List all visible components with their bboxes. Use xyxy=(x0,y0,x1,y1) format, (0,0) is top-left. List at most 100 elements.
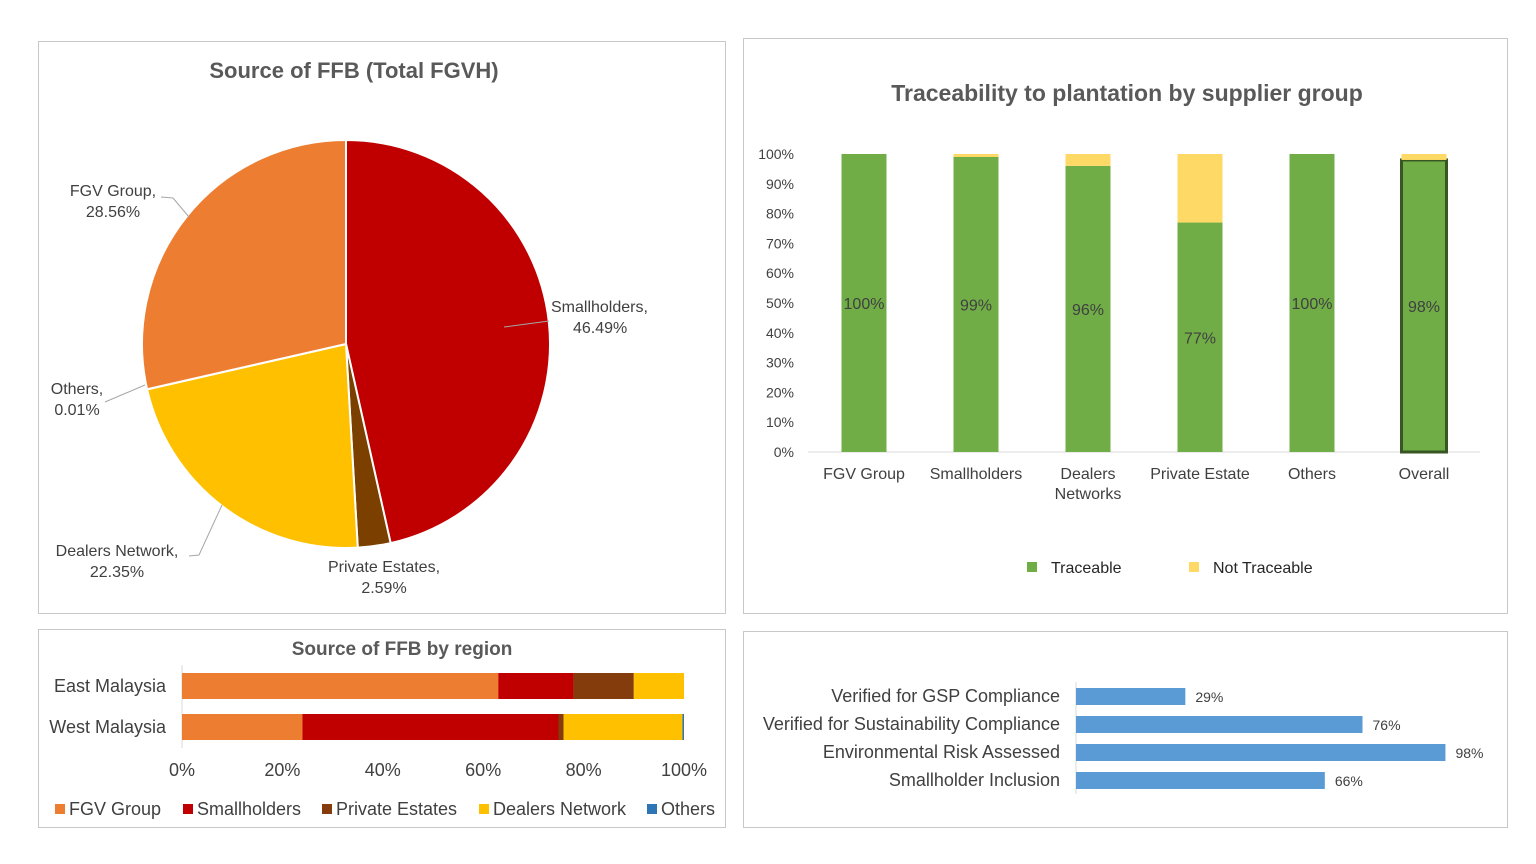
pie-slice-fgv-group xyxy=(141,138,347,391)
trace-ytick-label: 50% xyxy=(766,295,794,311)
traceability-chart-title: Traceability to plantation by supplier g… xyxy=(891,80,1363,106)
pie-chart-panel: Source of FFB (Total FGVH) Smallholders,… xyxy=(38,41,726,614)
compliance-label-verified-for-gsp-compliance: Verified for GSP Compliance xyxy=(831,686,1060,706)
trace-ytick-label: 90% xyxy=(766,176,794,192)
region-bar-dealers-network-east-malaysia xyxy=(633,673,684,699)
trace-ytick-label: 10% xyxy=(766,414,794,430)
trace-ytick-label: 20% xyxy=(766,384,794,400)
legend-swatch-others xyxy=(647,804,657,814)
traceability-chart: Traceability to plantation by supplier g… xyxy=(758,80,1480,577)
legend-swatch-smallholders xyxy=(183,804,193,814)
trace-bar-traceable-dealers-networks xyxy=(1065,165,1111,453)
legend-label-dealers-network: Dealers Network xyxy=(493,799,627,819)
legend-swatch-dealers-network xyxy=(479,804,489,814)
pie-chart-title: Source of FFB (Total FGVH) xyxy=(209,58,498,83)
legend-swatch-traceable xyxy=(1027,562,1037,572)
trace-data-label: 96% xyxy=(1072,302,1104,319)
compliance-value-verified-for-sustainability-compliance: 76% xyxy=(1373,717,1401,733)
trace-bar-not-traceable-dealers-networks xyxy=(1065,154,1111,166)
pie-leader-dealers-network xyxy=(188,504,223,557)
compliance-chart-panel: Verified for GSP Compliance 29% Verified f… xyxy=(743,631,1508,828)
trace-data-label: 100% xyxy=(844,296,885,313)
trace-bar-traceable-private-estate xyxy=(1177,222,1223,452)
pie-leader-others xyxy=(104,384,146,403)
trace-bar-traceable-fgv-group xyxy=(841,154,887,452)
pie-label-name-others: Others, xyxy=(51,381,103,398)
legend-label-smallholders: Smallholders xyxy=(197,799,301,819)
region-bar-private-estates-east-malaysia xyxy=(573,673,634,699)
legend-swatch-not-traceable xyxy=(1189,562,1199,572)
trace-category-label: FGV Group xyxy=(823,466,905,483)
legend-label-not-traceable: Not Traceable xyxy=(1213,560,1313,577)
trace-ytick-label: 0% xyxy=(774,444,794,460)
region-xtick-label: 60% xyxy=(465,760,501,780)
compliance-value-environmental-risk-assessed: 98% xyxy=(1455,745,1483,761)
trace-bar-not-traceable-smallholders xyxy=(953,154,999,157)
trace-ytick-label: 40% xyxy=(766,325,794,341)
legend-swatch-fgv-group xyxy=(55,804,65,814)
region-bar-dealers-network-west-malaysia xyxy=(563,714,683,740)
region-bar-others-west-malaysia xyxy=(682,714,684,740)
compliance-label-environmental-risk-assessed: Environmental Risk Assessed xyxy=(823,742,1060,762)
traceability-chart-panel: Traceability to plantation by supplier g… xyxy=(743,38,1508,614)
region-category-label: East Malaysia xyxy=(54,676,167,696)
pie-slice-dealers-network xyxy=(145,342,359,550)
pie-label-value-fgv-group: 28.56% xyxy=(86,204,140,221)
region-bar-fgv-group-west-malaysia xyxy=(182,714,303,740)
trace-ytick-label: 80% xyxy=(766,206,794,222)
trace-ytick-label: 100% xyxy=(758,146,794,162)
trace-bar-not-traceable-overall xyxy=(1401,154,1447,160)
region-xtick-label: 0% xyxy=(169,760,195,780)
pie-label-value-dealers-network: 22.35% xyxy=(90,564,144,581)
legend-label-traceable: Traceable xyxy=(1051,560,1122,577)
compliance-bar-environmental-risk-assessed xyxy=(1076,744,1446,761)
compliance-label-smallholder-inclusion: Smallholder Inclusion xyxy=(889,770,1060,790)
trace-bar-traceable-smallholders xyxy=(953,156,999,452)
trace-category-label: Dealers xyxy=(1060,466,1115,483)
pie-label-name-private-estates: Private Estates, xyxy=(328,559,440,576)
pie-label-name-smallholders: Smallholders, xyxy=(551,299,648,316)
trace-category-label: Private Estate xyxy=(1150,466,1250,483)
compliance-value-verified-for-gsp-compliance: 29% xyxy=(1195,689,1223,705)
trace-data-label: 98% xyxy=(1408,299,1440,316)
region-xtick-label: 40% xyxy=(365,760,401,780)
pie-label-name-dealers-network: Dealers Network, xyxy=(56,543,179,560)
trace-data-label: 99% xyxy=(960,297,992,314)
region-xtick-label: 20% xyxy=(264,760,300,780)
region-category-label: West Malaysia xyxy=(49,717,167,737)
compliance-label-verified-for-sustainability-compliance: Verified for Sustainability Compliance xyxy=(763,714,1060,734)
region-chart: Source of FFB by region East Malaysia Wes… xyxy=(49,639,715,819)
trace-bar-not-traceable-private-estate xyxy=(1177,154,1223,223)
region-bar-smallholders-west-malaysia xyxy=(302,714,559,740)
pie-leader-smallholders xyxy=(503,320,550,328)
trace-ytick-label: 60% xyxy=(766,265,794,281)
legend-label-private-estates: Private Estates xyxy=(336,799,457,819)
trace-category-label: Overall xyxy=(1399,466,1450,483)
region-xtick-label: 80% xyxy=(566,760,602,780)
trace-data-label: 77% xyxy=(1184,330,1216,347)
legend-label-fgv-group: FGV Group xyxy=(69,799,161,819)
region-bar-private-estates-west-malaysia xyxy=(558,714,564,740)
pie-chart: Source of FFB (Total FGVH) Smallholders,… xyxy=(51,58,648,597)
pie-slice-smallholders xyxy=(345,138,551,545)
compliance-bar-verified-for-sustainability-compliance xyxy=(1076,716,1363,733)
trace-ytick-label: 30% xyxy=(766,355,794,371)
compliance-value-smallholder-inclusion: 66% xyxy=(1335,773,1363,789)
pie-label-value-private-estates: 2.59% xyxy=(361,580,406,597)
trace-ytick-label: 70% xyxy=(766,235,794,251)
trace-category-label: Smallholders xyxy=(930,466,1022,483)
compliance-chart: Verified for GSP Compliance 29% Verified f… xyxy=(763,682,1483,794)
region-bar-fgv-group-east-malaysia xyxy=(182,673,499,699)
compliance-bar-verified-for-gsp-compliance xyxy=(1076,688,1186,705)
region-bar-smallholders-east-malaysia xyxy=(498,673,574,699)
region-xtick-label: 100% xyxy=(661,760,707,780)
legend-swatch-private-estates xyxy=(322,804,332,814)
region-chart-panel: Source of FFB by region East Malaysia Wes… xyxy=(38,629,726,828)
trace-category-label: Others xyxy=(1288,466,1336,483)
compliance-bar-smallholder-inclusion xyxy=(1076,772,1325,789)
pie-label-value-others: 0.01% xyxy=(54,402,99,419)
pie-leader-fgv-group xyxy=(160,196,190,218)
trace-category-label: Networks xyxy=(1055,486,1122,503)
region-chart-title: Source of FFB by region xyxy=(292,639,513,660)
pie-label-value-smallholders: 46.49% xyxy=(573,320,627,337)
